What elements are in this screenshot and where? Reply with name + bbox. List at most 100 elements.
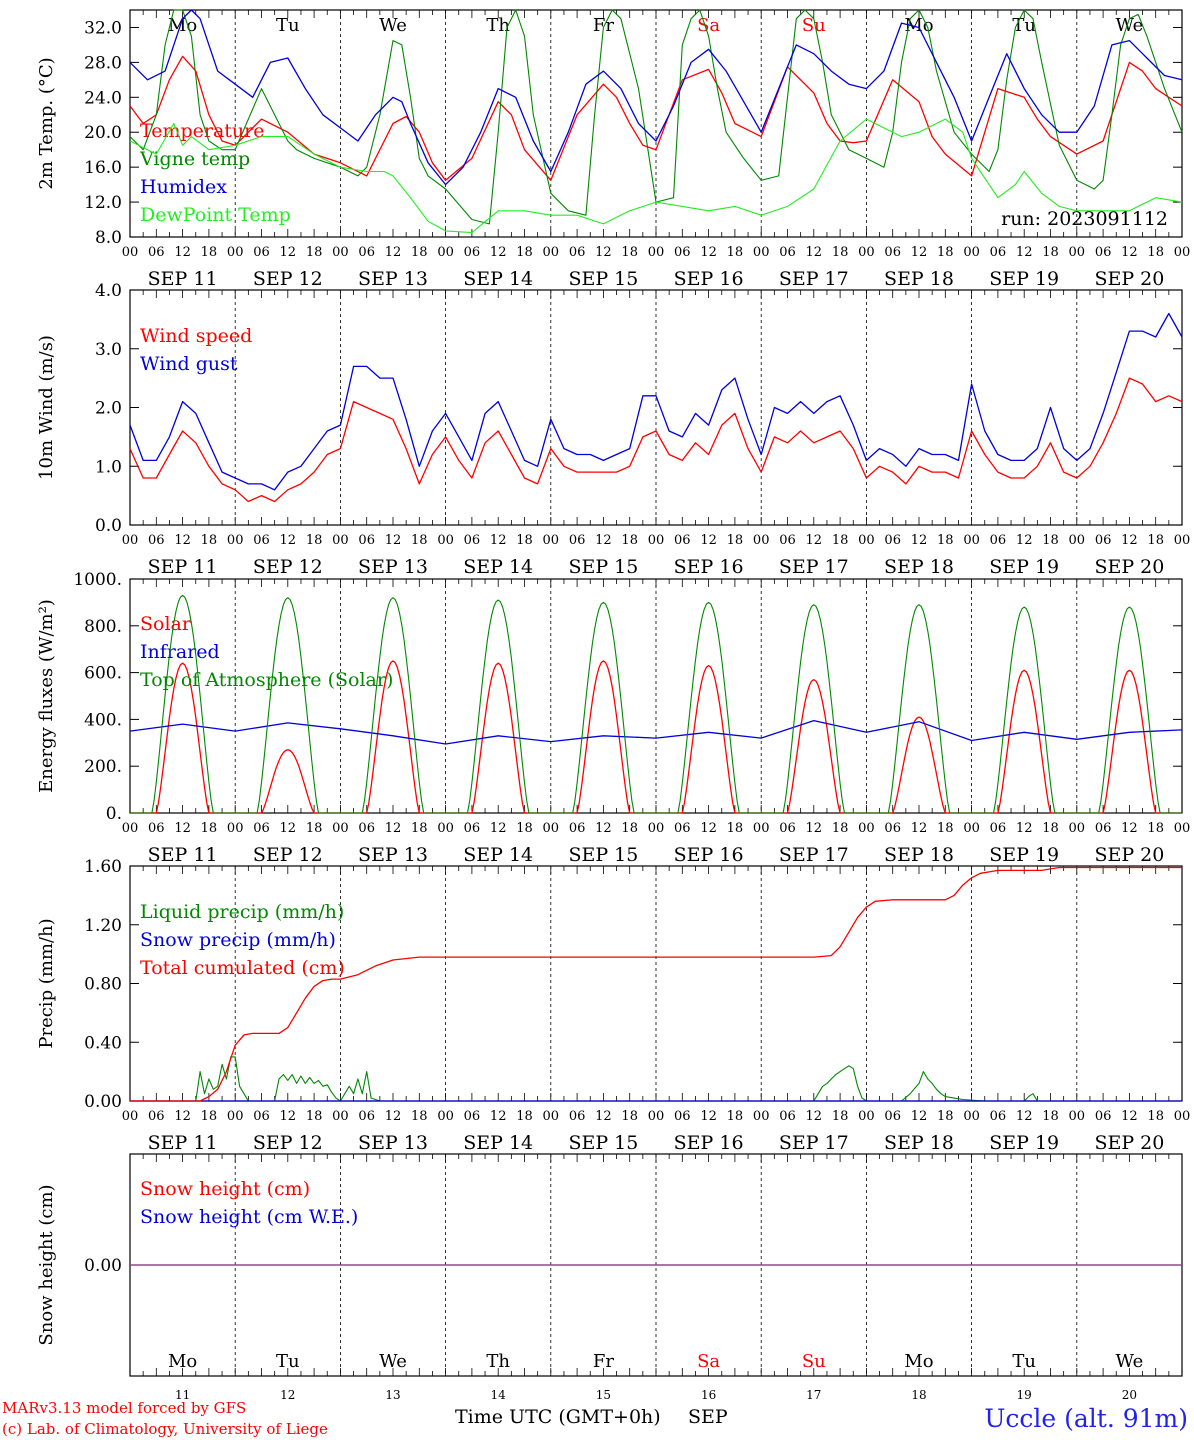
hour-tick-label: 12 [1016,533,1033,548]
hour-tick-label: 00 [332,821,349,836]
hour-tick-label: 12 [806,245,823,260]
hour-tick-label: 06 [674,533,691,548]
date-label: SEP 17 [779,1132,849,1154]
hour-tick-label: 12 [595,533,612,548]
date-label: SEP 12 [253,268,323,290]
series-line-top-of-atmosphere-solar- [130,594,1182,814]
panel-3: 0. 200. 400. 600. 800. 1000. Energy fluxes (W/… [36,570,1190,866]
hour-tick-label: 06 [569,245,586,260]
date-label: SEP 20 [1094,556,1164,578]
x-axis-label: Time UTC (GMT+0h) [455,1406,661,1428]
hour-tick-label: 12 [700,821,717,836]
hour-tick-label: 06 [990,1109,1007,1124]
hour-tick-label: 06 [884,533,901,548]
date-label: SEP 12 [253,556,323,578]
legend-entry: Snow height (cm) [140,1178,310,1200]
y-tick-label: 24.0 [84,88,122,108]
hour-tick-label: 06 [990,821,1007,836]
hour-tick-label: 12 [911,245,928,260]
y-tick-label: 12.0 [84,193,122,213]
day-number-label: 19 [1017,1388,1032,1402]
date-label: SEP 18 [884,268,954,290]
y-tick-label: 4.0 [95,281,122,301]
hour-tick-label: 00 [122,821,139,836]
hour-tick-label: 00 [963,1109,980,1124]
hour-tick-label: 12 [700,245,717,260]
hour-tick-label: 18 [832,533,849,548]
hour-tick-label: 12 [490,533,507,548]
hour-tick-label: 06 [569,1109,586,1124]
hour-tick-label: 00 [753,533,770,548]
date-label: SEP 16 [674,844,744,866]
hour-tick-label: 06 [253,821,270,836]
y-tick-label: 1000. [73,570,122,590]
date-label: SEP 20 [1094,844,1164,866]
hour-tick-label: 06 [779,821,796,836]
hour-tick-label: 12 [806,1109,823,1124]
hour-tick-label: 00 [858,533,875,548]
day-abbr-label: We [379,15,407,36]
hour-tick-label: 00 [227,245,244,260]
hour-tick-label: 00 [227,533,244,548]
hour-tick-label: 12 [174,821,191,836]
y-axis-label: 10m Wind (m/s) [36,335,57,480]
date-label: SEP 17 [779,844,849,866]
y-tick-label: 0. [106,804,122,824]
hour-tick-label: 18 [621,245,638,260]
hour-tick-label: 12 [280,1109,297,1124]
day-abbr-label: We [379,1351,407,1372]
y-tick-label: 1.60 [84,857,122,877]
date-label: SEP 15 [568,556,638,578]
hour-tick-label: 00 [648,821,665,836]
hour-tick-label: 06 [990,533,1007,548]
hour-tick-label: 06 [148,1109,165,1124]
y-tick-label: 0.00 [84,1256,122,1276]
hour-tick-label: 00 [858,245,875,260]
run-label: run: 2023091112 [1001,208,1168,230]
date-label: SEP 19 [989,844,1059,866]
hour-tick-label: 12 [385,1109,402,1124]
panel-1: 8.0 12.0 16.0 20.0 24.0 28.0 32.0 2m Temp. (°C)… [36,9,1190,290]
hour-tick-label: 06 [674,821,691,836]
hour-tick-label: 06 [674,245,691,260]
day-abbr-label: Th [486,15,510,36]
y-tick-label: 600. [84,664,122,684]
hour-tick-label: 06 [253,533,270,548]
hour-tick-label: 18 [516,1109,533,1124]
day-abbr-label: Su [802,1351,826,1372]
hour-tick-label: 00 [858,1109,875,1124]
hour-tick-label: 06 [358,821,375,836]
hour-tick-label: 12 [385,533,402,548]
hour-tick-label: 12 [280,245,297,260]
month-label: SEP [688,1406,728,1428]
hour-tick-label: 00 [122,533,139,548]
y-tick-label: 28.0 [84,53,122,73]
hour-tick-label: 12 [1016,245,1033,260]
hour-tick-label: 12 [174,1109,191,1124]
day-abbr-label: Tu [276,15,300,36]
hour-tick-label: 06 [779,1109,796,1124]
hour-tick-label: 00 [753,245,770,260]
day-abbr-label: Su [802,15,826,36]
hour-tick-label: 18 [832,821,849,836]
date-label: SEP 11 [148,1132,218,1154]
hour-tick-label: 00 [332,245,349,260]
series-line-total-cumulated-cm- [130,866,1182,1102]
hour-tick-label: 12 [595,1109,612,1124]
hour-tick-label: 12 [1121,533,1138,548]
day-abbr-label: Mo [904,15,933,36]
day-abbr-label: Tu [276,1351,300,1372]
date-label: SEP 18 [884,556,954,578]
hour-tick-label: 12 [1121,821,1138,836]
day-number-label: 16 [701,1388,716,1402]
legend-entry: Liquid precip (mm/h) [140,901,344,923]
hour-tick-label: 18 [1042,821,1059,836]
y-tick-label: 3.0 [95,340,122,360]
date-label: SEP 11 [148,844,218,866]
hour-tick-label: 18 [727,533,744,548]
footer-lab: (c) Lab. of Climatology, University of L… [2,1420,328,1438]
date-label: SEP 16 [674,1132,744,1154]
date-label: SEP 18 [884,844,954,866]
y-tick-label: 400. [84,710,122,730]
hour-tick-label: 00 [543,1109,560,1124]
